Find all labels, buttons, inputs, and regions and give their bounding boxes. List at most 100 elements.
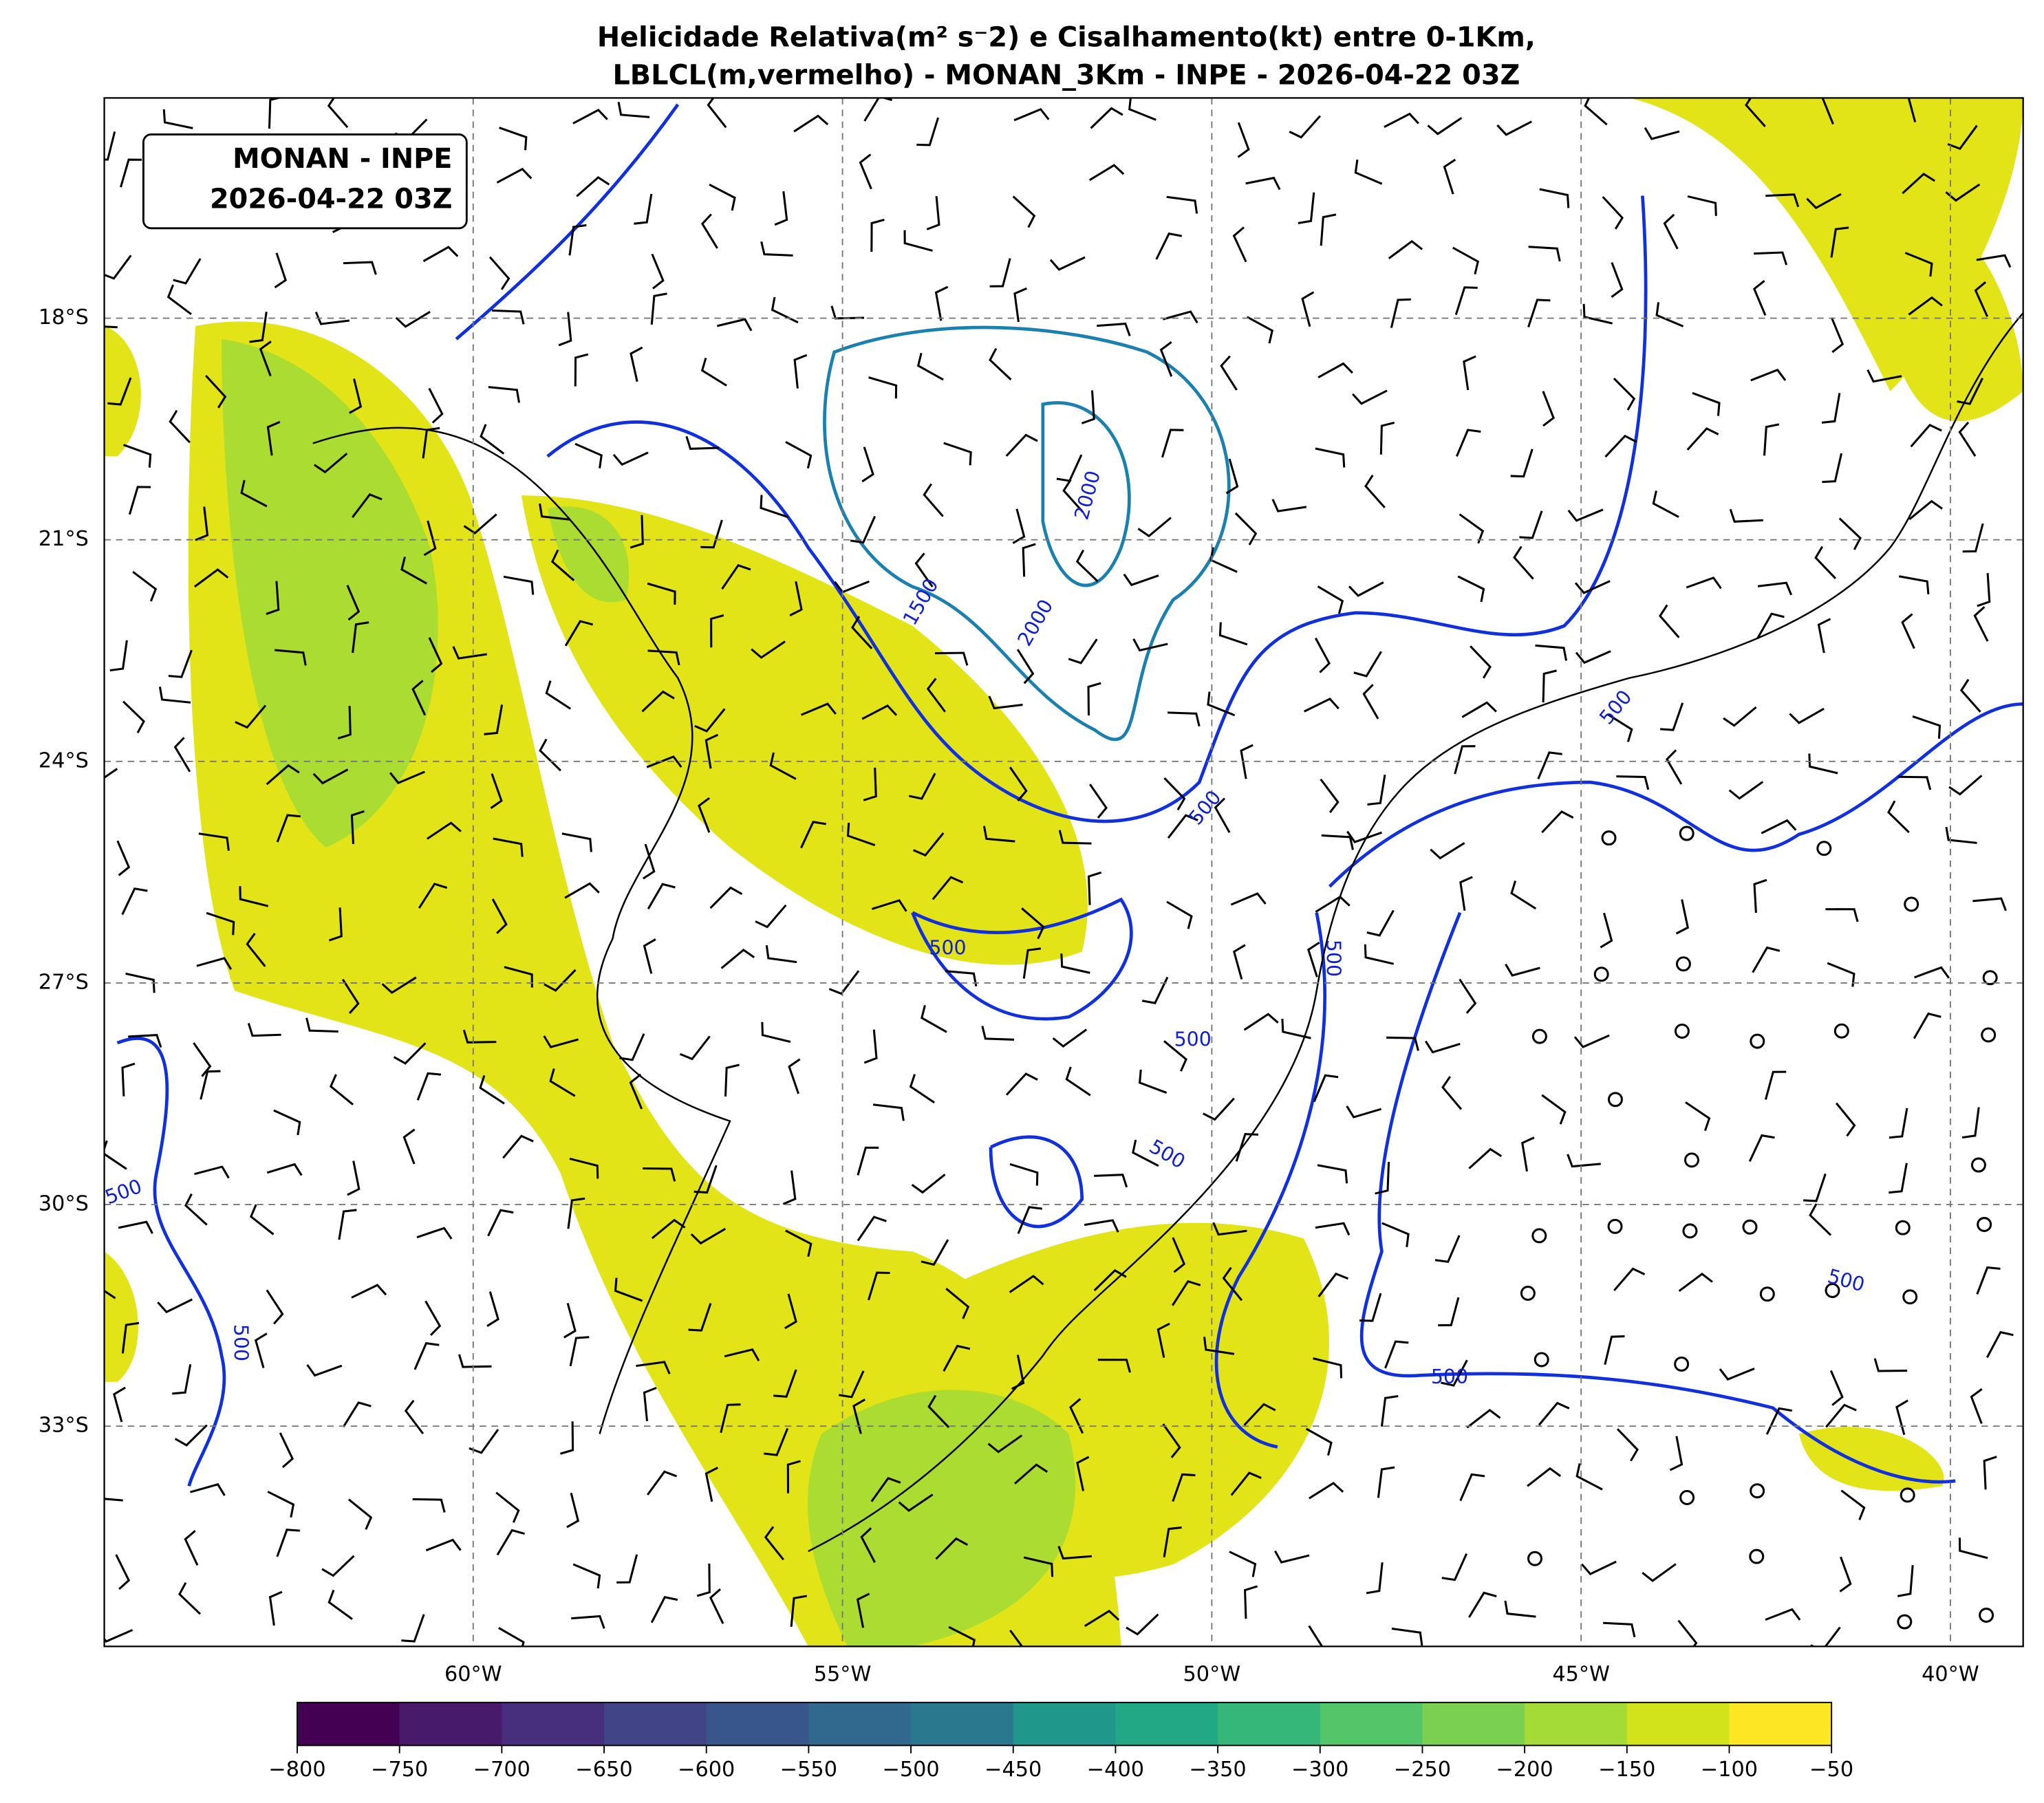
wind-barb xyxy=(1232,226,1247,263)
wind-barb xyxy=(266,581,280,615)
wind-barb xyxy=(1814,546,1837,579)
wind-barb xyxy=(1976,254,2012,268)
calm-marker xyxy=(1520,1286,1536,1301)
wind-barb xyxy=(1234,512,1258,546)
wind-barb xyxy=(1669,1436,1683,1471)
wind-barb xyxy=(1132,638,1168,652)
lon-tick-label: 60°W xyxy=(444,1663,502,1687)
wind-barb xyxy=(1022,543,1036,577)
wind-barb xyxy=(650,1596,678,1623)
wind-barb xyxy=(1756,612,1785,640)
wind-barb xyxy=(1016,649,1035,684)
wind-barb xyxy=(1817,618,1831,654)
wind-barb xyxy=(1675,899,1690,935)
wind-barb xyxy=(1652,490,1679,518)
inset-text: MONAN - INPE xyxy=(233,143,452,175)
contour-label: 2000 xyxy=(1013,596,1058,650)
colorbar-tick-label: −400 xyxy=(1087,1758,1144,1782)
wind-barb xyxy=(400,557,428,585)
wind-barb xyxy=(249,312,268,343)
wind-barb xyxy=(651,253,665,290)
wind-barb xyxy=(1677,1619,1698,1647)
wind-barb xyxy=(1069,1398,1084,1434)
wind-barb xyxy=(1539,188,1570,208)
wind-barb xyxy=(1088,164,1125,182)
wind-barb xyxy=(1542,391,1555,427)
wind-barb xyxy=(903,230,933,252)
wind-barb xyxy=(868,376,898,399)
wind-barb xyxy=(266,1289,284,1325)
wind-barb xyxy=(1754,251,1788,266)
contour-label: 500 xyxy=(230,1324,252,1361)
colorbar-tick-label: −700 xyxy=(473,1758,530,1782)
wind-barb xyxy=(1616,1428,1639,1462)
wind-barb xyxy=(1434,1235,1461,1263)
calm-marker xyxy=(1902,1289,1918,1305)
wind-barb xyxy=(1060,953,1090,974)
wind-barb xyxy=(1604,434,1637,458)
calm-marker xyxy=(1750,1483,1765,1499)
wind-barb xyxy=(1789,707,1825,724)
wind-barb xyxy=(104,1498,123,1502)
wind-barb xyxy=(122,444,152,468)
wind-barb xyxy=(1519,510,1543,539)
wind-barb xyxy=(498,1627,525,1647)
calm-marker xyxy=(1674,1356,1690,1372)
calm-marker xyxy=(1981,1027,1997,1043)
wind-barb xyxy=(988,695,1023,710)
wind-barb xyxy=(1384,112,1419,128)
wind-barb xyxy=(1137,517,1172,538)
wind-barb xyxy=(709,1588,724,1624)
wind-barb xyxy=(1537,751,1562,779)
wind-barb xyxy=(860,1527,876,1563)
wind-barb xyxy=(647,582,676,605)
wind-barb xyxy=(418,883,448,909)
wind-barb xyxy=(205,374,227,409)
colorbar-tick-label: −200 xyxy=(1496,1758,1553,1782)
wind-barb xyxy=(250,1204,275,1235)
wind-barb xyxy=(1541,1094,1567,1125)
wind-barb xyxy=(987,1434,1023,1454)
wind-barb xyxy=(1958,421,1977,457)
wind-barb xyxy=(104,325,118,329)
wind-barb xyxy=(428,637,443,673)
wind-barb xyxy=(200,1070,221,1100)
lon-tick-label: 45°W xyxy=(1552,1663,1610,1687)
wind-barb xyxy=(1611,262,1624,298)
wind-barb xyxy=(630,515,644,549)
colorbar-bin xyxy=(911,1702,1014,1746)
wind-barb xyxy=(267,1491,295,1518)
wind-barb xyxy=(1821,393,1841,424)
wind-barb xyxy=(871,899,907,912)
wind-barb xyxy=(1461,701,1497,718)
wind-barb xyxy=(276,1529,301,1557)
wind-barb xyxy=(1468,1591,1497,1618)
wind-barb xyxy=(198,832,230,851)
calm-marker xyxy=(1816,841,1832,856)
wind-barb xyxy=(157,1298,193,1314)
wind-barb xyxy=(1381,1222,1410,1248)
wind-barb xyxy=(338,1209,357,1240)
wind-barb xyxy=(1454,286,1478,315)
wind-barb xyxy=(688,1303,712,1332)
wind-barb xyxy=(569,1336,590,1367)
wind-barb xyxy=(1012,195,1036,228)
wind-barb xyxy=(1237,122,1250,158)
contour-label: 500 xyxy=(1595,686,1636,729)
wind-barb xyxy=(773,1369,797,1398)
inset-box: MONAN - INPE 2026-04-22 03Z xyxy=(142,133,468,230)
wind-barb xyxy=(1825,908,1859,922)
wind-barb xyxy=(1013,287,1027,323)
wind-barb xyxy=(1009,1163,1039,1186)
wind-barb xyxy=(641,690,675,713)
wind-barb xyxy=(1362,684,1379,720)
wind-barb xyxy=(1810,1626,1841,1647)
wind-barb xyxy=(1240,744,1254,779)
wind-barb xyxy=(945,1288,970,1319)
colorbar-tick-label: −600 xyxy=(678,1758,735,1782)
wind-barb xyxy=(1348,581,1384,597)
wind-barb xyxy=(872,1103,905,1121)
wind-barb xyxy=(1613,377,1636,411)
wind-barb xyxy=(1895,1399,1908,1436)
wind-barb xyxy=(1166,195,1198,214)
